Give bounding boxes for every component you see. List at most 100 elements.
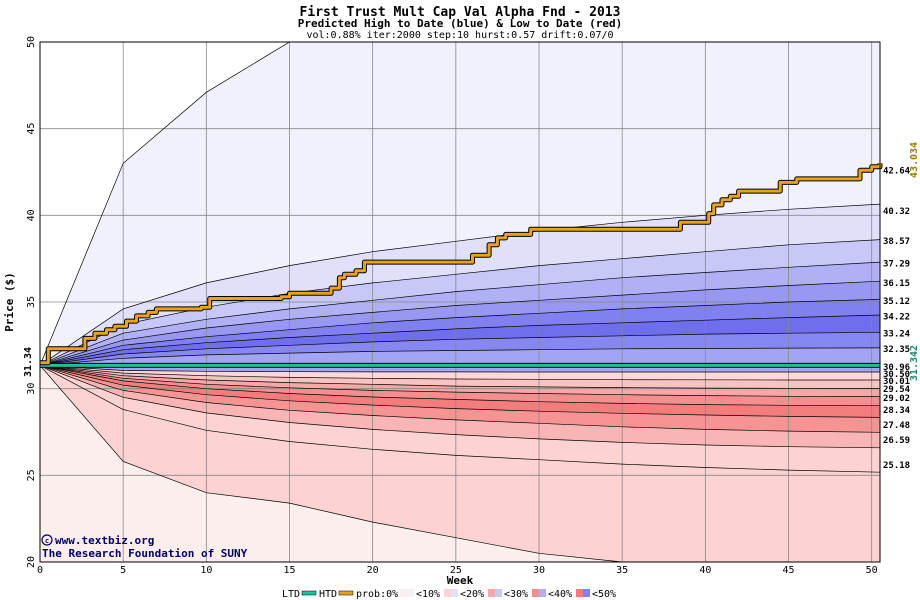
legend-item-3: <40% [548,589,572,600]
probability-curves [39,41,881,563]
legend-swatch-high-4 [583,589,590,597]
legend-swatch-low-2 [488,589,495,597]
low-curve-60 [39,365,881,389]
right-label-low-6: 27.48 [883,421,910,431]
high-band-70 [40,332,880,366]
high-band-60 [40,315,880,366]
right-label-high-6: 34.22 [883,313,910,323]
right-label-low-7: 26.59 [883,436,910,446]
chart-subtitle: Predicted High to Date (blue) & Low to D… [298,17,623,30]
series-lines [40,163,883,368]
low-curve-outer-band [39,365,881,473]
x-tick-20: 20 [367,565,379,576]
y-tick-labels: 20 25 30 35 40 45 50 [26,36,37,568]
legend-swatch-high-1 [451,589,458,597]
high-band-20 [40,239,880,366]
low-curve-50 [39,365,881,397]
right-label-high-8: 32.35 [883,345,910,355]
legend-swatch-low-0 [400,589,407,597]
high-curve-20 [39,239,881,366]
y-axis-label: Price ($) [3,272,16,332]
right-label-high-4: 36.15 [883,279,910,289]
legend-ltd-label: LTD [282,589,300,600]
high-band-30 [40,262,880,366]
start-price-label: 31.34 [23,347,34,377]
low-band-20 [40,365,880,448]
x-tick-labels: 0 5 10 15 20 25 30 35 40 45 50 [37,565,878,576]
chart-title: First Trust Mult Cap Val Alpha Fnd - 201… [300,5,621,20]
legend-prob-label: prob:0% [356,589,398,600]
high-curve-80 [39,347,881,366]
legend-item-4: <50% [592,589,616,600]
right-label-low-3: 29.54 [883,385,911,395]
legend-swatch-low-4 [576,589,583,597]
low-curve-20 [39,365,881,433]
x-tick-10: 10 [200,565,212,576]
right-label-low-8: 25.18 [883,461,910,471]
high-band-10 [40,204,880,366]
legend-swatch-low-3 [532,589,539,597]
high-band-0 [40,42,880,366]
right-label-low-1: 30.50 [883,370,910,380]
legend-swatch-low-1 [444,589,451,597]
legend: LTD HTD prob:0% <10% <20% <30% <40% <50% [282,589,616,600]
legend-swatch-high-3 [539,589,546,597]
legend-item-2: <30% [504,589,528,600]
x-tick-15: 15 [283,565,295,576]
legend-item-1: <20% [460,589,484,600]
low-curve-40 [39,365,881,407]
legend-htd-label: HTD [319,589,337,600]
ltd-final-label: 31.342 [909,345,920,381]
watermark: c www.textbiz.org The Research Foundatio… [41,534,248,560]
x-tick-0: 0 [37,565,43,576]
low-curve-70 [39,365,880,381]
high-curve-30 [39,261,881,366]
right-label-high-0: 42.64 [883,167,911,177]
watermark-line-1: www.textbiz.org [55,534,154,547]
x-tick-35: 35 [616,565,628,576]
copyright-icon-glyph: c [45,537,49,545]
high-curve-40 [39,280,881,366]
right-label-high-3: 37.29 [883,259,910,269]
legend-items: <10% <20% <30% <40% <50% [400,589,616,600]
legend-ltd-swatch [301,590,317,596]
legend-swatch-high-2 [495,589,502,597]
copyright-icon [41,534,53,546]
right-label-high-1: 40.32 [883,207,910,217]
right-value-labels: 42.64 40.32 38.57 37.29 36.15 35.12 34.22 33.24… [883,167,911,471]
watermark-line-2: The Research Foundation of SUNY [42,547,248,560]
y-tick-45: 45 [26,123,37,135]
legend-htd-swatch [338,590,354,596]
x-tick-25: 25 [450,565,462,576]
x-tick-40: 40 [699,565,711,576]
y-tick-40: 40 [26,209,37,221]
right-label-high-7: 33.24 [883,330,911,340]
right-label-low-2: 30.01 [883,377,910,387]
y-tick-35: 35 [26,296,37,308]
high-curve-10 [39,203,881,366]
right-label-high-2: 38.57 [883,237,910,247]
right-label-high-5: 35.12 [883,297,910,307]
y-tick-20: 20 [26,556,37,568]
x-tick-30: 30 [533,565,545,576]
right-label-low-5: 28.34 [883,406,911,416]
low-band-50 [40,365,880,406]
high-curve-60 [39,314,881,366]
y-tick-25: 25 [26,469,37,481]
x-tick-5: 5 [120,565,126,576]
low-band-30 [40,365,880,433]
htd-final-label: 43.034 [909,142,920,178]
low-curve-80 [39,365,880,373]
low-band-70 [40,365,880,389]
legend-item-0: <10% [416,589,440,600]
low-band-outer [40,365,880,562]
right-label-low-4: 29.02 [883,394,910,404]
high-curve-70 [39,331,881,366]
low-curve-30 [39,365,881,418]
y-tick-30: 30 [26,383,37,395]
high-curve-50 [39,299,881,366]
y-tick-50: 50 [26,36,37,48]
x-axis-label: Week [447,574,474,587]
x-tick-50: 50 [866,565,878,576]
